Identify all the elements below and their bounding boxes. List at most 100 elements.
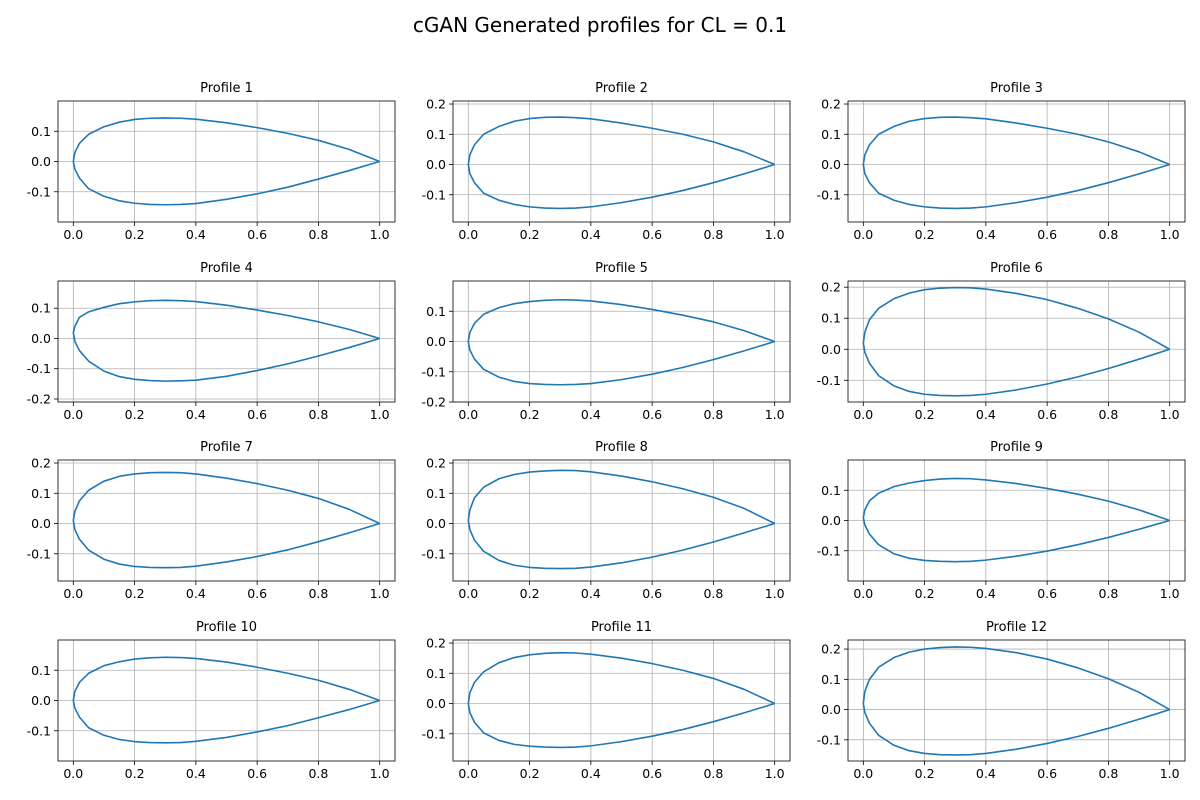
- x-tick-label: 0.0: [458, 586, 478, 601]
- subplot-title: Profile 5: [595, 261, 648, 276]
- subplot-title: Profile 1: [200, 81, 253, 96]
- profile-line: [467, 116, 775, 210]
- x-tick-label: 0.0: [853, 227, 873, 242]
- x-tick-label: 0.8: [703, 407, 723, 422]
- axes-frame: [452, 280, 791, 403]
- x-tick-label: 1.0: [765, 586, 785, 601]
- x-tick-label: 0.0: [458, 766, 478, 781]
- x-tick-label: 1.0: [370, 407, 390, 422]
- figure-title: cGAN Generated profiles for CL = 0.1: [413, 13, 787, 37]
- profile-line: [862, 286, 1171, 397]
- y-tick-label: 0.1: [426, 304, 446, 319]
- subplot-title: Profile 11: [591, 620, 652, 635]
- y-tick-label: -0.1: [27, 723, 51, 738]
- x-tick-label: 0.6: [642, 407, 662, 422]
- y-tick-label: -0.2: [422, 395, 446, 410]
- x-tick-label: 0.4: [976, 407, 996, 422]
- x-tick-label: 1.0: [1160, 227, 1180, 242]
- subplot-title: Profile 8: [595, 440, 648, 455]
- y-tick-label: 0.0: [426, 516, 446, 531]
- y-tick-label: -0.1: [27, 361, 51, 376]
- subplot-title: Profile 10: [196, 620, 257, 635]
- x-tick-label: 0.0: [458, 407, 478, 422]
- y-tick-label: 0.0: [426, 334, 446, 349]
- x-tick-label: 0.4: [186, 227, 206, 242]
- x-tick-label: 0.4: [186, 586, 206, 601]
- x-tick-label: 1.0: [1160, 407, 1180, 422]
- y-tick-label: 0.1: [31, 301, 51, 316]
- profile-line: [72, 117, 380, 206]
- y-tick-label: 0.1: [821, 672, 841, 687]
- y-tick-label: 0.1: [31, 486, 51, 501]
- y-tick-label: 0.2: [821, 280, 841, 295]
- y-tick-label: -0.1: [817, 373, 841, 388]
- x-tick-label: 0.0: [853, 586, 873, 601]
- y-tick-label: 0.2: [426, 636, 446, 651]
- y-tick-label: 0.0: [426, 157, 446, 172]
- subplot-title: Profile 3: [990, 81, 1043, 96]
- y-tick-label: 0.0: [31, 693, 51, 708]
- x-tick-label: 0.2: [125, 227, 145, 242]
- subplot-profile-11: Profile 11 0.0 0.2 0.4 0.6 0.8 1.0 -0.1 0.0 0.1 0.…: [422, 620, 791, 781]
- subplot-profile-8: Profile 8 0.0 0.2 0.4 0.6 0.8 1.0 -0.1 0.0 0.1 0.2: [422, 440, 791, 601]
- axes-frame: [847, 100, 1186, 223]
- x-tick-label: 0.8: [308, 766, 328, 781]
- axes-frame: [847, 639, 1186, 762]
- x-tick-label: 0.4: [581, 407, 601, 422]
- profile-line: [467, 298, 775, 386]
- y-tick-label: 0.0: [821, 702, 841, 717]
- x-tick-label: 0.8: [308, 586, 328, 601]
- x-tick-label: 0.2: [125, 766, 145, 781]
- x-tick-label: 1.0: [765, 227, 785, 242]
- subplot-title: Profile 2: [595, 81, 648, 96]
- y-tick-label: -0.1: [422, 187, 446, 202]
- x-tick-label: 0.6: [642, 227, 662, 242]
- x-tick-label: 0.2: [915, 227, 935, 242]
- x-tick-label: 0.0: [853, 766, 873, 781]
- subplot-title: Profile 4: [200, 261, 253, 276]
- x-tick-label: 0.2: [915, 586, 935, 601]
- x-tick-label: 0.0: [853, 407, 873, 422]
- profile-line: [862, 646, 1171, 756]
- profile-line: [72, 471, 381, 569]
- x-tick-label: 0.2: [520, 766, 540, 781]
- subplot-title: Profile 6: [990, 261, 1043, 276]
- x-tick-label: 0.8: [308, 227, 328, 242]
- axes-frame: [847, 459, 1186, 582]
- y-tick-label: 0.2: [426, 456, 446, 471]
- axes-frame: [452, 459, 791, 582]
- subplot-grid: Profile 1 0.0 0.2 0.4 0.6 0.8 1.0 -0.1 0.0 0.1 Pro…: [27, 81, 1186, 781]
- x-tick-label: 0.2: [520, 407, 540, 422]
- y-tick-label: 0.0: [821, 157, 841, 172]
- x-tick-label: 0.6: [247, 766, 267, 781]
- x-tick-label: 1.0: [1160, 586, 1180, 601]
- x-tick-label: 0.6: [1037, 766, 1057, 781]
- x-tick-label: 1.0: [1160, 766, 1180, 781]
- x-tick-label: 0.6: [1037, 407, 1057, 422]
- y-tick-label: -0.1: [817, 187, 841, 202]
- subplot-profile-7: Profile 7 0.0 0.2 0.4 0.6 0.8 1.0 -0.1 0.0 0.1 0.2: [27, 440, 396, 601]
- profile-line: [862, 477, 1170, 563]
- axes-frame: [847, 280, 1186, 403]
- y-tick-label: 0.0: [31, 154, 51, 169]
- x-tick-label: 1.0: [765, 407, 785, 422]
- subplot-profile-2: Profile 2 0.0 0.2 0.4 0.6 0.8 1.0 -0.1 0.0 0.1 0.2: [422, 81, 791, 242]
- x-tick-label: 0.2: [125, 407, 145, 422]
- y-tick-label: 0.2: [426, 97, 446, 112]
- subplot-profile-5: Profile 5 0.0 0.2 0.4 0.6 0.8 1.0 -0.2 -0.1 0.0 0.…: [422, 261, 791, 422]
- subplot-profile-3: Profile 3 0.0 0.2 0.4 0.6 0.8 1.0 -0.1 0.0 0.1 0.2: [817, 81, 1186, 242]
- y-tick-label: 0.1: [426, 486, 446, 501]
- subplot-profile-1: Profile 1 0.0 0.2 0.4 0.6 0.8 1.0 -0.1 0.0 0.1: [27, 81, 396, 242]
- axes-frame: [452, 100, 791, 223]
- x-tick-label: 0.0: [63, 407, 83, 422]
- subplot-profile-4: Profile 4 0.0 0.2 0.4 0.6 0.8 1.0 -0.2 -0.1 0.0 0.…: [27, 261, 396, 422]
- y-tick-label: 0.0: [821, 513, 841, 528]
- x-tick-label: 0.8: [1098, 227, 1118, 242]
- x-tick-label: 0.4: [581, 766, 601, 781]
- profile-line: [72, 656, 380, 744]
- axes-frame: [57, 459, 396, 582]
- y-tick-label: -0.1: [27, 184, 51, 199]
- y-tick-label: 0.2: [31, 456, 51, 471]
